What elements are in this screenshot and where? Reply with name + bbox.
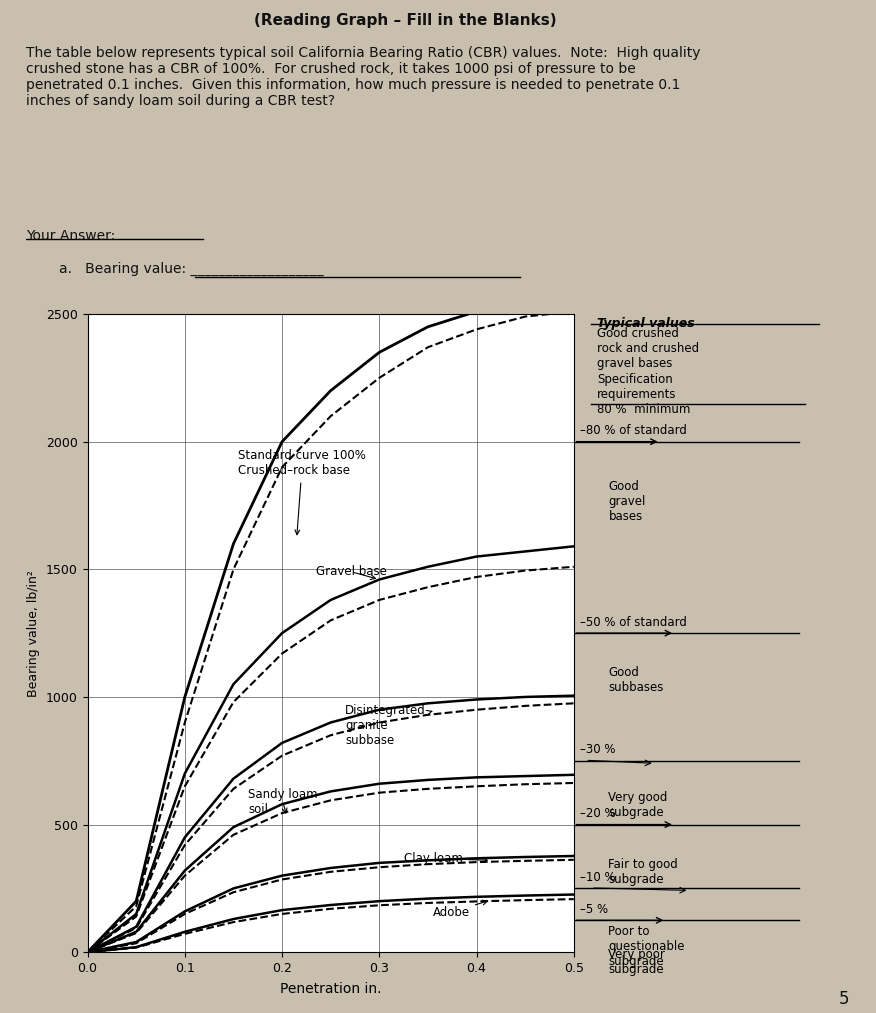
Text: –5 %: –5 % <box>580 903 608 916</box>
Text: The table below represents typical soil California Bearing Ratio (CBR) values.  : The table below represents typical soil … <box>26 46 701 108</box>
Text: a.   Bearing value: ___________________: a. Bearing value: ___________________ <box>60 261 324 276</box>
Text: Disintegrated
granite
subbase: Disintegrated granite subbase <box>345 703 432 747</box>
Text: Gravel base: Gravel base <box>316 565 387 579</box>
Text: Fair to good
subgrade: Fair to good subgrade <box>609 858 678 885</box>
Text: Sandy loam
soil: Sandy loam soil <box>248 787 318 815</box>
Text: (Reading Graph – Fill in the Blanks): (Reading Graph – Fill in the Blanks) <box>254 13 556 28</box>
Text: –30 %: –30 % <box>580 744 615 756</box>
X-axis label: Penetration in.: Penetration in. <box>280 982 381 996</box>
Text: –20 %: –20 % <box>580 807 615 820</box>
Text: Poor to
questionable
subgrade: Poor to questionable subgrade <box>609 926 685 968</box>
Text: Very good
subgrade: Very good subgrade <box>609 791 668 820</box>
Text: Good crushed
rock and crushed
gravel bases: Good crushed rock and crushed gravel bas… <box>597 327 699 370</box>
Text: Your Answer:: Your Answer: <box>26 229 116 243</box>
Text: Clay loam: Clay loam <box>404 852 487 865</box>
Text: Specification
requirements
80 %  minimum: Specification requirements 80 % minimum <box>597 373 690 415</box>
Text: 5: 5 <box>839 990 850 1008</box>
Text: –50 % of standard: –50 % of standard <box>580 616 687 628</box>
Y-axis label: Bearing value, lb/in²: Bearing value, lb/in² <box>27 569 40 697</box>
Text: Very poor
subgrade: Very poor subgrade <box>609 948 666 977</box>
Text: –10 %: –10 % <box>580 871 615 883</box>
Text: Good
gravel
bases: Good gravel bases <box>609 480 646 523</box>
Text: Good
subbases: Good subbases <box>609 667 664 694</box>
Text: Typical values: Typical values <box>597 317 695 329</box>
Text: –80 % of standard: –80 % of standard <box>580 424 687 437</box>
Text: Adobe: Adobe <box>433 901 487 919</box>
Text: Standard curve 100%
Crushed–rock base: Standard curve 100% Crushed–rock base <box>238 450 366 535</box>
